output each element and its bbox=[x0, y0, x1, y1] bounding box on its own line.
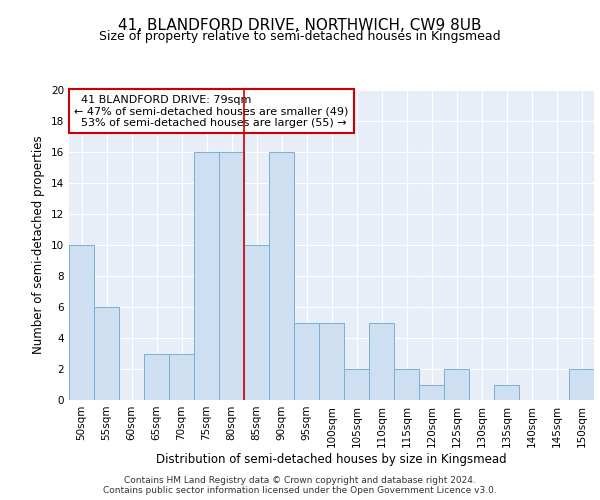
Bar bbox=[219, 152, 244, 400]
Bar bbox=[369, 322, 394, 400]
Bar bbox=[244, 245, 269, 400]
Text: Contains HM Land Registry data © Crown copyright and database right 2024.
Contai: Contains HM Land Registry data © Crown c… bbox=[103, 476, 497, 495]
Y-axis label: Number of semi-detached properties: Number of semi-detached properties bbox=[32, 136, 46, 354]
Bar bbox=[394, 369, 419, 400]
Bar bbox=[69, 245, 94, 400]
Bar bbox=[319, 322, 344, 400]
Text: 41 BLANDFORD DRIVE: 79sqm
← 47% of semi-detached houses are smaller (49)
  53% o: 41 BLANDFORD DRIVE: 79sqm ← 47% of semi-… bbox=[74, 94, 349, 128]
Bar bbox=[144, 354, 169, 400]
Bar bbox=[169, 354, 194, 400]
Text: 41, BLANDFORD DRIVE, NORTHWICH, CW9 8UB: 41, BLANDFORD DRIVE, NORTHWICH, CW9 8UB bbox=[118, 18, 482, 32]
Bar bbox=[269, 152, 294, 400]
Bar bbox=[344, 369, 369, 400]
X-axis label: Distribution of semi-detached houses by size in Kingsmead: Distribution of semi-detached houses by … bbox=[156, 452, 507, 466]
Bar bbox=[494, 384, 519, 400]
Bar bbox=[94, 307, 119, 400]
Text: Size of property relative to semi-detached houses in Kingsmead: Size of property relative to semi-detach… bbox=[99, 30, 501, 43]
Bar bbox=[194, 152, 219, 400]
Bar bbox=[294, 322, 319, 400]
Bar bbox=[569, 369, 594, 400]
Bar bbox=[419, 384, 444, 400]
Bar bbox=[444, 369, 469, 400]
